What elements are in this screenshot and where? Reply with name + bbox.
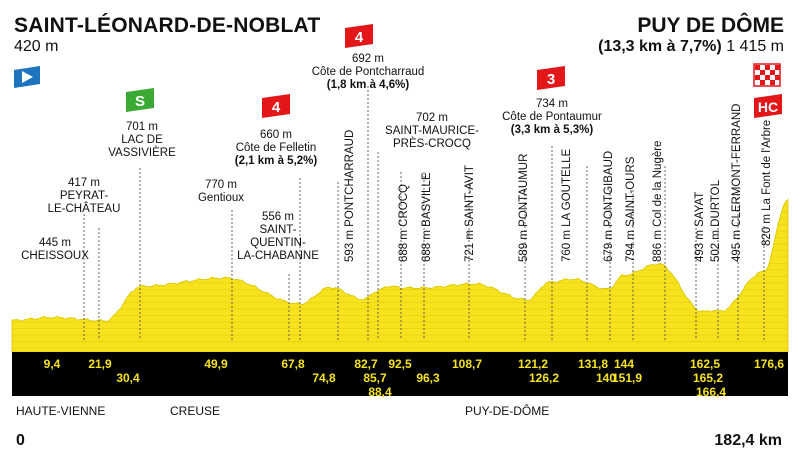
checker-cell [775, 75, 780, 80]
checker-cell [760, 80, 765, 85]
km-mark: 165,2 [693, 371, 723, 385]
km-mark: 9,4 [44, 357, 61, 371]
km-mark: 49,9 [204, 357, 228, 371]
climb-category-flag-icon [262, 94, 290, 118]
climb-category-label: 4 [272, 99, 281, 116]
checker-cell [770, 70, 775, 75]
km-mark: 140 [596, 371, 616, 385]
region-puy-de-dome: PUY-DE-DÔME [465, 404, 550, 418]
climb-altitude: 692 m [352, 53, 384, 65]
vertical-point-label: 679 m PONTGIBAUD [603, 151, 615, 262]
point-name: PEYRAT- [60, 190, 109, 202]
climb-category-label: 3 [547, 71, 555, 88]
point-altitude: 702 m [416, 112, 448, 124]
km-mark: 30,4 [116, 371, 140, 385]
climb-detail: (1,8 km à 4,6%) [327, 79, 410, 91]
finish-details: (13,3 km à 7,7%) 1 415 m [598, 38, 784, 56]
km-mark: 67,8 [281, 357, 305, 371]
elevation-profile-area [11, 198, 789, 353]
climb-category-label: 4 [355, 29, 364, 46]
vertical-point-label: 593 m PONTCHARRAUD [344, 130, 356, 262]
finish-climb: (13,3 km à 7,7%) [598, 38, 722, 55]
climb-name: Côte de Pontcharraud [312, 66, 425, 78]
checker-cell [755, 75, 760, 80]
finish-city: PUY DE DÔME [637, 14, 784, 37]
point-name: LA-CHABANNE [237, 250, 319, 262]
point-name: LAC DE [121, 134, 163, 146]
point-name: SAINT-MAURICE- [385, 125, 479, 137]
hc-flag-icon [754, 94, 782, 118]
hc-badge-label: HC [758, 99, 778, 115]
km-mark: 151,9 [612, 371, 642, 385]
start-arrow-icon [22, 71, 33, 83]
distance-total: 182,4 km [714, 432, 782, 449]
km-mark: 176,6 [754, 357, 784, 371]
start-altitude: 420 m [14, 38, 59, 55]
region-creuse: CREUSE [170, 404, 221, 418]
distance-band [12, 352, 788, 396]
checker-cell [775, 65, 780, 70]
sprint-flag-icon [126, 88, 154, 112]
checker-cell [770, 80, 775, 85]
vertical-point-label: 760 m LA GOUTELLE [561, 149, 573, 262]
km-mark: 162,5 [690, 357, 720, 371]
vertical-point-label: 688 m BASVILLE [421, 172, 433, 262]
km-mark: 166,4 [696, 385, 726, 399]
climb-name: Côte de Felletin [236, 142, 317, 154]
km-mark: 92,5 [388, 357, 412, 371]
climb-detail: (3,3 km à 5,3%) [511, 124, 594, 136]
finish-altitude: 1 415 m [726, 38, 784, 55]
km-mark: 131,8 [578, 357, 608, 371]
vertical-point-label: 493 m SAYAT [694, 192, 706, 262]
km-mark: 121,2 [518, 357, 548, 371]
vertical-point-label: 794 m SAINT-OURS [625, 156, 637, 262]
vertical-point-label: 886 m Col de la Nugère [652, 141, 664, 262]
point-name: VASSIVIÈRE [108, 146, 176, 159]
start-city: SAINT-LÉONARD-DE-NOBLAT [14, 14, 321, 37]
point-name: Gentioux [198, 192, 244, 204]
distance-start: 0 [16, 432, 25, 449]
point-name: LE-CHÂTEAU [48, 202, 121, 215]
km-mark: 108,7 [452, 357, 482, 371]
km-mark: 144 [614, 357, 634, 371]
km-mark: 85,7 [363, 371, 387, 385]
point-altitude: 701 m [126, 121, 158, 133]
sprint-badge-label: S [135, 93, 145, 110]
checker-cell [760, 70, 765, 75]
climb-name: Côte de Pontaumur [502, 111, 602, 123]
point-name: CHEISSOUX [21, 250, 89, 262]
vertical-point-label: 589 m PONTAUMUR [518, 154, 530, 262]
vertical-point-label: 688 m CROCQ [398, 184, 410, 262]
climb-category-flag-icon [345, 24, 373, 48]
point-altitude: 770 m [205, 179, 237, 191]
vertical-point-label: 495 m CLERMONT-FERRAND [731, 104, 743, 262]
point-altitude: 556 m [262, 211, 294, 223]
checker-cell [765, 75, 770, 80]
point-name: QUENTIN- [250, 237, 306, 249]
checker-cell [755, 65, 760, 70]
climb-detail: (2,1 km à 5,2%) [235, 155, 318, 167]
point-name: SAINT- [259, 224, 296, 236]
km-mark: 88,4 [368, 385, 392, 399]
climb-category-flag-icon [537, 66, 565, 90]
km-mark: 82,7 [354, 357, 378, 371]
point-altitude: 417 m [68, 177, 100, 189]
km-mark: 96,3 [416, 371, 440, 385]
climb-altitude: 734 m [536, 98, 568, 110]
checker-cell [765, 65, 770, 70]
km-mark: 126,2 [529, 371, 559, 385]
vertical-point-label: 820 m La Font de l'Arbre [761, 120, 773, 246]
vertical-point-label: 721 m SAINT-AVIT [464, 165, 476, 262]
point-name: PRÈS-CROCQ [393, 137, 471, 150]
km-mark: 74,8 [312, 371, 336, 385]
region-haute-vienne: HAUTE-VIENNE [16, 404, 106, 418]
vertical-point-label: 502 m DURTOL [710, 179, 722, 262]
climb-altitude: 660 m [260, 129, 292, 141]
km-mark: 21,9 [88, 357, 112, 371]
point-altitude: 445 m [39, 237, 71, 249]
